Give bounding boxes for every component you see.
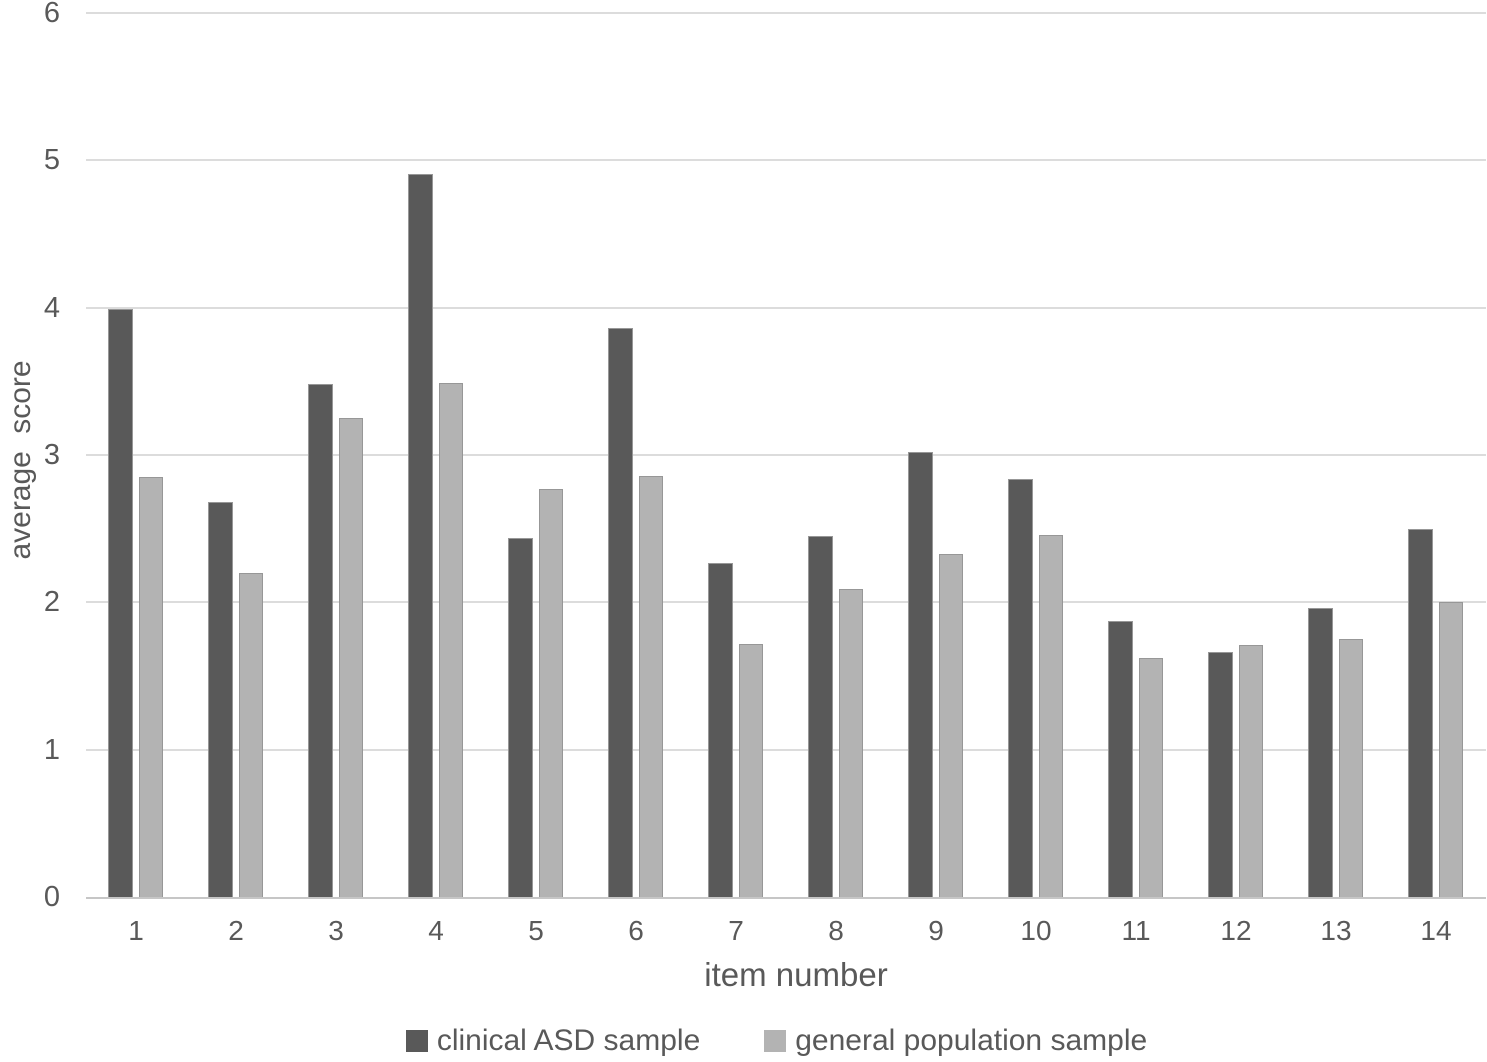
x-tick-label-14: 14	[1420, 915, 1452, 946]
bar-general-item-1	[139, 477, 163, 897]
bar-clinical-item-2	[208, 502, 233, 897]
x-tick-label-11: 11	[1121, 915, 1151, 946]
y-tick-label-6: 6	[43, 0, 60, 29]
y-tick-label-1: 1	[43, 733, 60, 766]
bar-general-item-9	[939, 554, 963, 897]
bar-clinical-item-10	[1008, 479, 1033, 897]
bar-general-item-7	[739, 644, 763, 897]
y-tick-label-5: 5	[43, 144, 60, 177]
legend-label-clinical: clinical ASD sample	[436, 1024, 701, 1057]
bar-clinical-item-7	[708, 563, 733, 897]
bar-clinical-item-1	[108, 309, 133, 897]
x-tick-label-1: 1	[128, 915, 144, 946]
bar-clinical-item-6	[608, 328, 633, 897]
bar-general-item-11	[1139, 658, 1163, 897]
bar-general-item-4	[439, 383, 463, 897]
legend: clinical ASD sample general population s…	[33, 1024, 1487, 1058]
bar-general-item-6	[639, 476, 663, 897]
x-tick-label-4: 4	[428, 915, 444, 946]
bar-clinical-item-9	[908, 452, 933, 897]
y-tick-label-0: 0	[43, 881, 60, 913]
bar-clinical-item-11	[1108, 621, 1133, 897]
x-tick-label-2: 2	[228, 915, 244, 946]
x-tick-label-9: 9	[928, 915, 944, 946]
gridline-y-4	[86, 306, 1486, 309]
y-tick-label-2: 2	[43, 586, 60, 619]
bar-clinical-item-12	[1208, 652, 1233, 897]
plot-area	[86, 12, 1486, 899]
bar-clinical-item-8	[808, 536, 833, 897]
x-tick-label-10: 10	[1020, 915, 1052, 946]
bar-general-item-12	[1239, 645, 1263, 897]
x-axis-title: item number	[704, 956, 888, 993]
legend-swatch-general	[764, 1030, 787, 1052]
gridline-y-3	[86, 454, 1486, 456]
bar-general-item-3	[339, 418, 363, 897]
bar-clinical-item-3	[308, 384, 333, 897]
bar-clinical-item-13	[1308, 608, 1333, 897]
y-tick-label-3: 3	[43, 439, 60, 471]
bar-general-item-2	[239, 573, 263, 897]
bar-clinical-item-4	[408, 174, 433, 897]
bar-general-item-14	[1439, 602, 1463, 897]
legend-label-general: general population sample	[795, 1024, 1148, 1057]
bar-clinical-item-14	[1408, 529, 1433, 897]
bar-clinical-item-5	[508, 538, 533, 897]
x-tick-label-7: 7	[728, 915, 744, 946]
gridline-y-1	[86, 748, 1486, 751]
x-tick-label-13: 13	[1320, 915, 1352, 946]
x-tick-label-3: 3	[328, 915, 344, 946]
x-tick-label-12: 12	[1220, 915, 1252, 946]
legend-item-general: general population sample	[764, 1024, 1147, 1058]
bar-general-item-10	[1039, 535, 1063, 897]
x-tick-label-6: 6	[628, 915, 644, 946]
gridline-y-6	[86, 12, 1486, 14]
y-tick-label-4: 4	[43, 291, 60, 324]
legend-swatch-clinical	[405, 1030, 428, 1052]
gridline-y-5	[86, 159, 1486, 162]
x-tick-label-5: 5	[528, 915, 544, 946]
bar-general-item-8	[839, 589, 863, 897]
legend-item-clinical: clinical ASD sample	[405, 1024, 701, 1058]
x-tick-label-8: 8	[828, 915, 844, 946]
bar-general-item-5	[539, 489, 563, 897]
bar-general-item-13	[1339, 639, 1363, 897]
gridline-y-2	[86, 601, 1486, 604]
